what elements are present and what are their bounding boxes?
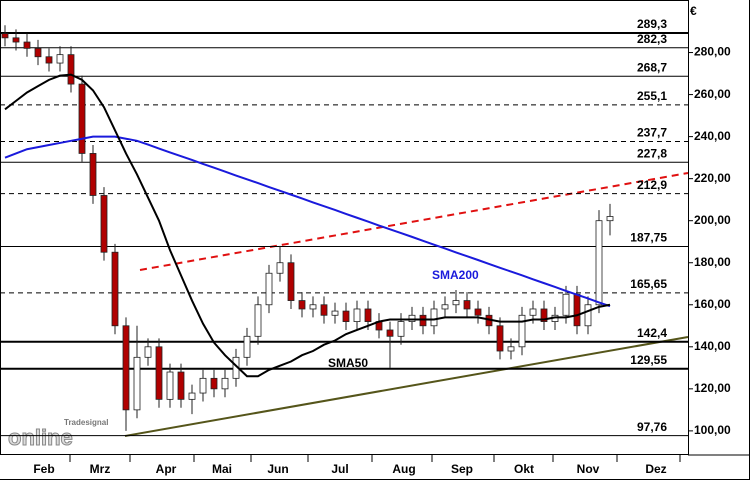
level-label: 129,55 (630, 353, 667, 367)
y-tick-label: 120,00 (694, 381, 731, 395)
candle-body (441, 304, 449, 310)
x-tick-label: Mrz (90, 462, 111, 476)
x-tick-label: Dez (645, 462, 666, 476)
y-tick-label: 140,00 (694, 339, 731, 353)
logo-brand: Tradesignal (64, 418, 108, 427)
candle-body (177, 371, 185, 400)
candle-body (540, 308, 548, 322)
candle-body (507, 346, 515, 352)
candle-body (331, 310, 339, 316)
candle-body (111, 251, 119, 327)
level-label: 212,9 (637, 178, 667, 192)
level-label: 187,75 (630, 231, 667, 245)
candle-body (199, 377, 207, 394)
candle-body (606, 216, 614, 222)
candle-body (529, 308, 537, 316)
candle-body (408, 314, 416, 322)
candle-body (34, 47, 42, 58)
y-tick-label: 280,00 (694, 45, 731, 59)
candle-body (265, 272, 273, 306)
currency-label: € (690, 4, 697, 18)
candle-body (496, 325, 504, 352)
x-tick-label: Jul (331, 462, 348, 476)
level-label: 142,4 (637, 326, 667, 340)
sma-line (4, 73, 611, 378)
candle-body (67, 54, 75, 85)
candle-body (397, 321, 405, 337)
logo-name: online (8, 425, 73, 450)
candle-body (276, 262, 284, 274)
series-label: SMA200 (432, 268, 479, 282)
level-label: 289,3 (637, 17, 667, 31)
x-tick-label: Sep (451, 462, 473, 476)
x-tick-label: Feb (33, 462, 54, 476)
candle-body (595, 220, 603, 306)
series-label: SMA50 (328, 356, 368, 370)
candle-body (155, 346, 163, 400)
level-label: 282,3 (637, 32, 667, 46)
level-label: 97,76 (637, 420, 667, 434)
candle-body (100, 195, 108, 253)
candle-body (221, 377, 229, 390)
candle-body (452, 300, 460, 306)
candle-body (133, 356, 141, 411)
x-tick-label: Mai (212, 462, 232, 476)
candle-body (573, 293, 581, 327)
candle-body (386, 329, 394, 337)
logo: Tradesignal online (8, 418, 109, 450)
y-tick-label: 240,00 (694, 129, 731, 143)
y-tick-label: 160,00 (694, 297, 731, 311)
candle-body (166, 371, 174, 400)
y-tick-label: 180,00 (694, 255, 731, 269)
level-label: 268,7 (637, 60, 667, 74)
y-tick-label: 260,00 (694, 87, 731, 101)
candle-body (243, 335, 251, 358)
candle-body (474, 308, 482, 316)
candle-body (584, 304, 592, 327)
x-tick-label: Jun (267, 462, 288, 476)
candle-body (188, 392, 196, 400)
candle-body (1, 33, 9, 39)
x-tick-label: Apr (156, 462, 177, 476)
candle-body (210, 377, 218, 390)
candle-body (430, 308, 438, 327)
y-tick-label: 200,00 (694, 213, 731, 227)
x-tick-label: Aug (392, 462, 415, 476)
plot-frame (0, 0, 689, 455)
trend-line (139, 172, 689, 271)
logo-background (8, 420, 108, 450)
trend-line (124, 336, 689, 437)
level-label: 165,65 (630, 277, 667, 291)
candle-body (309, 304, 317, 310)
candle-body (463, 300, 471, 310)
level-label: 227,8 (637, 146, 667, 160)
candle-body (56, 54, 64, 64)
candle-body (23, 41, 31, 49)
candle-body (298, 300, 306, 310)
candle-body (144, 346, 152, 358)
candle-body (287, 262, 295, 301)
candle-body (342, 310, 350, 322)
y-tick-label: 100,00 (694, 423, 731, 437)
candle-body (419, 314, 427, 327)
candle-body (89, 153, 97, 196)
candle-body (320, 304, 328, 316)
x-tick-label: Nov (577, 462, 600, 476)
candle-body (518, 314, 526, 348)
level-label: 255,1 (637, 89, 667, 103)
candle-body (254, 304, 262, 337)
candle-body (12, 37, 20, 43)
candle-body (562, 293, 570, 316)
candle-body (364, 308, 372, 322)
candle-body (78, 83, 86, 154)
candle-body (122, 325, 130, 411)
x-tick-label: Okt (514, 462, 534, 476)
candle-body (45, 56, 53, 64)
candle-body (353, 308, 361, 322)
level-label: 237,7 (637, 126, 667, 140)
y-tick-label: 220,00 (694, 171, 731, 185)
sma-line (4, 135, 611, 308)
